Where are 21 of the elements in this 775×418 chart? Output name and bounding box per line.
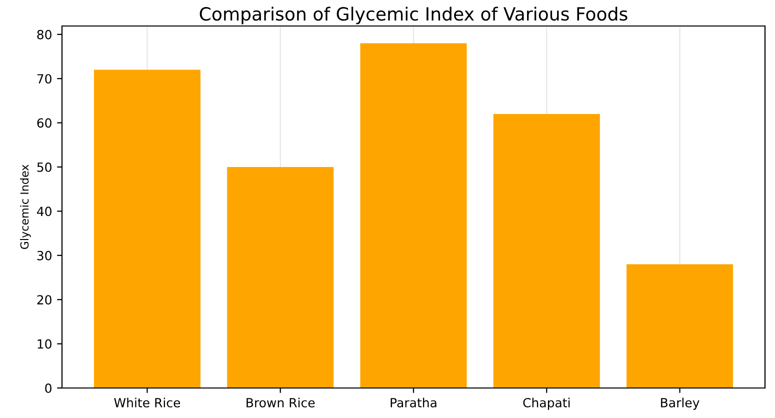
y-axis-title: Glycemic Index	[20, 164, 31, 250]
y-tick-label: 80	[37, 30, 52, 40]
x-tick-label: Brown Rice	[246, 398, 315, 408]
x-tick-label: Barley	[661, 398, 700, 410]
x-tick-label: Chapati	[523, 398, 570, 410]
x-tick-label: White Rice	[114, 398, 180, 408]
y-tick-label: 40	[36, 206, 52, 216]
bar	[227, 167, 334, 388]
y-tick-label: 70	[37, 74, 52, 84]
chart-title: Comparison of Glycemic Index of Various Foods	[200, 6, 628, 24]
y-tick-label: 0	[45, 383, 52, 393]
y-tick-label: 20	[37, 295, 52, 305]
y-tick-label: 10	[38, 339, 52, 349]
y-tick-label: 60	[37, 118, 52, 128]
bar	[360, 43, 467, 388]
bar	[94, 70, 200, 388]
y-tick-label: 30	[37, 250, 52, 260]
x-tick-label: Paratha	[390, 398, 436, 408]
y-tick-label: 50	[37, 162, 52, 172]
bar	[626, 264, 734, 388]
bar	[493, 114, 600, 388]
